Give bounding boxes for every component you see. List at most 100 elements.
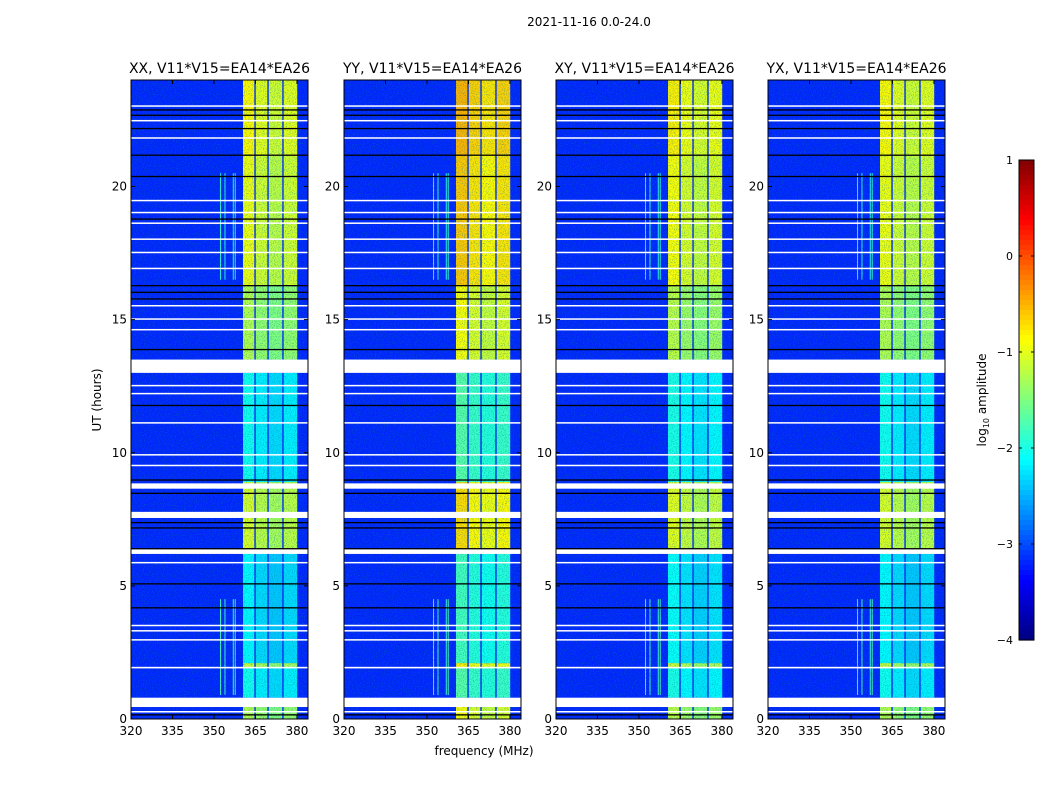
dropout-row: [768, 714, 945, 716]
flagged-row: [344, 222, 521, 224]
heatmap-noise: [344, 80, 521, 719]
colorbar-segment: [1019, 300, 1034, 306]
flagged-row: [131, 304, 308, 307]
colorbar-segment: [1019, 195, 1034, 201]
colorbar-segment: [1019, 535, 1034, 541]
colorbar-segment: [1019, 280, 1034, 286]
panel-title: YX, V11*V15=EA14*EA26: [765, 61, 946, 77]
dropout-row: [344, 218, 521, 220]
colorbar-segment: [1019, 470, 1034, 476]
flagged-row: [768, 304, 945, 307]
flagged-row: [556, 211, 733, 214]
flagged-row: [556, 697, 733, 708]
dropout-row: [556, 348, 733, 351]
flagged-row: [344, 630, 521, 632]
y-tick-label: 0: [544, 712, 552, 726]
dropout-row: [768, 583, 945, 585]
colorbar-segment: [1019, 510, 1034, 516]
flagged-row: [344, 267, 521, 270]
colorbar-segment: [1019, 185, 1034, 191]
flagged-row: [768, 666, 945, 669]
colorbar-segment: [1019, 390, 1034, 396]
dropout-row: [768, 114, 945, 116]
flagged-row: [556, 511, 733, 518]
flagged-row: [344, 137, 521, 139]
panel-frame: [555, 79, 734, 720]
flagged-row: [131, 211, 308, 214]
flagged-row: [131, 119, 308, 122]
colorbar-segment: [1019, 465, 1034, 471]
dropout-row: [768, 285, 945, 287]
flagged-row: [131, 222, 308, 224]
colorbar-segment: [1019, 295, 1034, 301]
dropout-row: [556, 109, 733, 111]
colorbar-segment: [1019, 165, 1034, 171]
x-tick-label: 380: [285, 724, 308, 738]
flagged-row: [556, 267, 733, 270]
colorbar-segment: [1019, 325, 1034, 331]
flagged-row: [344, 454, 521, 456]
colorbar-segment: [1019, 305, 1034, 311]
flagged-row: [768, 199, 945, 202]
heatmap-noise: [556, 80, 733, 719]
flagged-row: [131, 238, 308, 240]
flagged-row: [344, 624, 521, 627]
dropout-row: [768, 492, 945, 494]
flagged-row: [131, 251, 308, 254]
dropout-row: [556, 285, 733, 287]
panel-frame: [767, 79, 946, 720]
y-tick-label: 10: [749, 446, 764, 460]
dropout-row: [344, 714, 521, 716]
flagged-row: [131, 137, 308, 139]
colorbar-segment: [1019, 205, 1034, 211]
colorbar-segment: [1019, 530, 1034, 536]
dropout-row: [131, 175, 308, 178]
flagged-row: [556, 666, 733, 669]
flagged-row: [344, 238, 521, 240]
panel-title: XY, V11*V15=EA14*EA26: [554, 61, 734, 77]
dropout-row: [344, 583, 521, 585]
flagged-row: [344, 639, 521, 641]
y-tick-label: 20: [537, 180, 552, 194]
dropout-row: [131, 714, 308, 716]
colorbar-segment: [1019, 435, 1034, 441]
flagged-row: [556, 454, 733, 456]
flagged-row: [344, 119, 521, 122]
colorbar-segment: [1019, 235, 1034, 241]
flagged-row: [344, 392, 521, 395]
y-tick-label: 0: [756, 712, 764, 726]
colorbar-segment: [1019, 635, 1034, 641]
dropout-row: [768, 479, 945, 481]
colorbar-segment: [1019, 410, 1034, 416]
colorbar-segment: [1019, 595, 1034, 601]
flagged-row: [131, 199, 308, 202]
dropout-row: [344, 521, 521, 524]
y-tick-label: 15: [749, 313, 764, 327]
x-tick-label: 320: [757, 724, 780, 738]
flagged-row: [768, 630, 945, 632]
colorbar-segment: [1019, 555, 1034, 561]
flagged-row: [556, 711, 733, 713]
colorbar-segment: [1019, 480, 1034, 486]
y-tick-label: 15: [112, 313, 127, 327]
colorbar-segment: [1019, 245, 1034, 251]
y-tick-label: 0: [332, 712, 340, 726]
colorbar-segment: [1019, 220, 1034, 226]
colorbar-segment: [1019, 400, 1034, 406]
colorbar-label-log: log: [975, 428, 989, 446]
flagged-row: [131, 105, 308, 107]
colorbar-segment: [1019, 505, 1034, 511]
flagged-row: [131, 454, 308, 456]
flagged-row: [344, 251, 521, 254]
flagged-row: [768, 119, 945, 122]
colorbar-segment: [1019, 375, 1034, 381]
flagged-row: [131, 384, 308, 387]
dropout-row: [556, 404, 733, 407]
flagged-row: [344, 711, 521, 713]
flagged-row: [768, 328, 945, 331]
flagged-row: [768, 422, 945, 424]
heatmap-noise: [768, 80, 945, 719]
flagged-row: [768, 211, 945, 214]
flagged-row: [344, 384, 521, 387]
flagged-row: [344, 105, 521, 107]
